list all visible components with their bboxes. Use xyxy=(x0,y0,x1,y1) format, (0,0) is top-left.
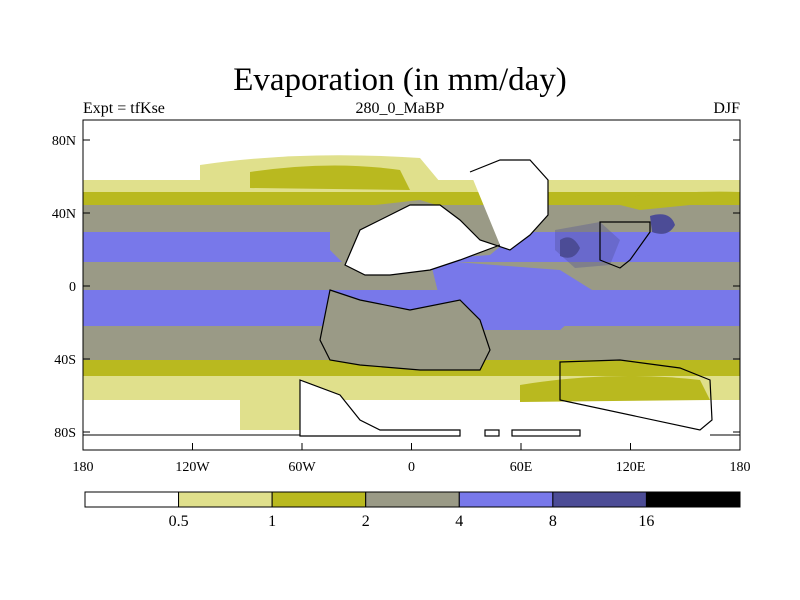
colorbar-label: 16 xyxy=(638,513,654,530)
colorbar: 0.5 1 2 4 8 16 xyxy=(84,491,741,530)
lat-label: 40N xyxy=(52,207,76,222)
colorbar-label: 4 xyxy=(455,513,463,530)
colorbar-label: 8 xyxy=(549,513,557,530)
lon-label: 180 xyxy=(730,460,751,475)
colorbar-swatch xyxy=(271,491,367,508)
colorbar-swatch xyxy=(552,491,647,508)
colorbar-swatch xyxy=(84,491,180,508)
experiment-label: Expt = tfKse xyxy=(83,100,165,117)
period-label: 280_0_MaBP xyxy=(355,100,445,117)
colorbar-swatch xyxy=(645,491,741,508)
map-title: Evaporation (in mm/day) xyxy=(233,62,567,98)
longitude-axis: 180 120W 60W 0 60E 120E 180 xyxy=(73,443,751,475)
lon-label: 180 xyxy=(73,460,94,475)
colorbar-swatch xyxy=(458,491,554,508)
lat-label: 40S xyxy=(54,353,76,368)
lon-label: 120E xyxy=(616,460,646,475)
lon-label: 120W xyxy=(175,460,210,475)
lon-label: 60E xyxy=(510,460,533,475)
colorbar-label: 1 xyxy=(268,513,276,530)
lat-label: 80N xyxy=(52,134,76,149)
colorbar-label: 2 xyxy=(362,513,370,530)
lon-label: 0 xyxy=(408,460,415,475)
colorbar-swatch xyxy=(178,491,273,508)
lat-label: 0 xyxy=(69,280,76,295)
colorbar-swatch xyxy=(365,491,460,508)
map-field xyxy=(83,120,740,450)
latitude-axis: 80N 40N 0 40S 80S xyxy=(52,134,740,441)
lat-label: 80S xyxy=(54,426,76,441)
colorbar-label: 0.5 xyxy=(169,513,189,530)
season-label: DJF xyxy=(713,100,740,117)
lon-label: 60W xyxy=(288,460,316,475)
